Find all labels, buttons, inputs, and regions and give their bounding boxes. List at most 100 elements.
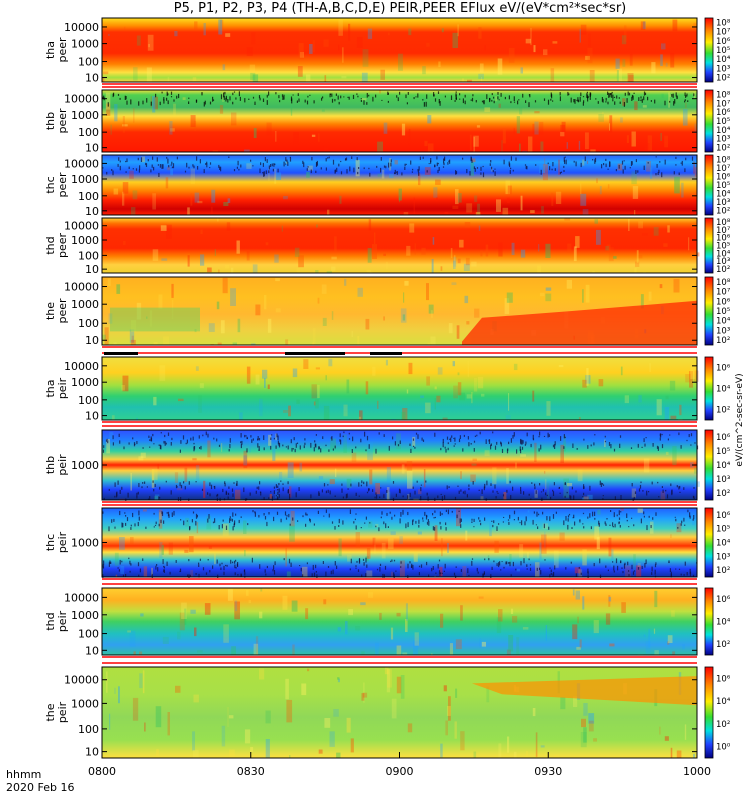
heatmap-texture [114, 552, 119, 566]
heatmap-texture [681, 182, 684, 198]
heatmap-speckle [415, 432, 418, 435]
heatmap-texture [506, 468, 509, 484]
heatmap-texture [287, 462, 294, 478]
heatmap-texture [673, 278, 680, 293]
heatmap-speckle [310, 169, 312, 174]
heatmap-speckle [605, 163, 607, 168]
heatmap-texture [159, 365, 166, 381]
heatmap-texture [413, 498, 419, 500]
heatmap-texture [668, 92, 670, 108]
heatmap-speckle [459, 98, 461, 100]
heatmap-texture [414, 243, 416, 255]
heatmap-texture [441, 538, 443, 557]
heatmap-speckle [579, 96, 581, 102]
heatmap-speckle [543, 523, 545, 529]
colorbar [704, 666, 714, 759]
heatmap-speckle [413, 97, 415, 100]
heatmap-speckle [289, 156, 291, 159]
heatmap-speckle [509, 561, 511, 567]
heatmap-texture [402, 408, 408, 420]
heatmap-texture [160, 225, 167, 231]
heatmap-texture [368, 219, 372, 231]
heatmap-speckle [454, 443, 456, 445]
heatmap-texture [576, 646, 581, 650]
heatmap-speckle [437, 495, 439, 499]
heatmap-speckle [491, 566, 493, 570]
heatmap-speckle [564, 483, 566, 485]
heatmap-speckle [191, 519, 193, 523]
heatmap-speckle [332, 448, 334, 451]
heatmap-speckle [638, 97, 640, 101]
heatmap-texture [516, 116, 520, 134]
heatmap-speckle [375, 448, 377, 454]
heatmap-speckle [225, 525, 228, 530]
heatmap-speckle [655, 173, 657, 176]
heatmap-texture [533, 45, 536, 53]
heatmap-speckle [286, 514, 288, 517]
heatmap-texture [235, 489, 241, 500]
heatmap-speckle [669, 434, 671, 436]
heatmap-texture [141, 156, 145, 163]
heatmap-speckle [582, 523, 584, 525]
heatmap-speckle [315, 162, 318, 167]
heatmap-speckle [491, 93, 493, 96]
heatmap-speckle [195, 520, 197, 526]
heatmap-speckle [223, 498, 226, 501]
heatmap-texture [363, 682, 365, 703]
heatmap-texture [459, 392, 465, 401]
heatmap-speckle [265, 170, 267, 175]
heatmap-speckle [347, 96, 349, 98]
heatmap-speckle [512, 169, 514, 172]
heatmap-texture [194, 192, 200, 203]
heatmap-speckle [494, 171, 496, 176]
heatmap-speckle [489, 163, 491, 166]
heatmap-speckle [439, 521, 441, 525]
heatmap-texture [136, 417, 138, 420]
heatmap-texture [530, 27, 532, 46]
heatmap-speckle [420, 484, 422, 486]
heatmap-speckle [303, 445, 305, 449]
heatmap-speckle [648, 515, 650, 518]
heatmap-speckle [401, 172, 403, 176]
heatmap-speckle [439, 511, 441, 516]
heatmap-texture [218, 19, 223, 35]
colorbar-tick-label: 10⁴ [716, 618, 731, 628]
heatmap-speckle [352, 94, 355, 99]
heatmap-speckle [635, 170, 637, 174]
heatmap-texture [355, 532, 360, 548]
panel-gap [102, 578, 697, 585]
heatmap-speckle [285, 163, 287, 165]
heatmap-speckle [186, 439, 188, 444]
heatmap-texture [296, 399, 300, 404]
heatmap-speckle [494, 168, 496, 170]
heatmap-speckle [255, 490, 257, 494]
heatmap-speckle [239, 96, 241, 101]
heatmap-texture [338, 19, 343, 36]
heatmap-texture [455, 688, 458, 698]
heatmap-texture [333, 709, 339, 717]
heatmap-speckle [400, 561, 402, 564]
heatmap-speckle [325, 571, 327, 577]
heatmap-speckle [587, 445, 589, 449]
heatmap-speckle [570, 495, 572, 501]
heatmap-speckle [119, 440, 121, 444]
heatmap-speckle [185, 442, 187, 445]
heatmap-speckle [631, 96, 633, 101]
heatmap-speckle [417, 93, 419, 98]
heatmap-texture [348, 609, 353, 616]
heatmap-texture [560, 697, 566, 710]
heatmap-texture [460, 731, 465, 751]
heatmap-speckle [305, 512, 307, 516]
heatmap-texture [403, 292, 405, 303]
heatmap-texture [412, 436, 416, 447]
heatmap-texture [375, 642, 379, 655]
heatmap-texture [451, 282, 457, 285]
heatmap-speckle [512, 561, 514, 567]
heatmap-speckle [233, 482, 235, 484]
heatmap-speckle [434, 516, 436, 519]
heatmap-texture [694, 467, 697, 474]
heatmap-speckle [391, 516, 393, 520]
heatmap-speckle [209, 493, 211, 497]
heatmap-speckle [624, 92, 626, 96]
heatmap-speckle [454, 100, 456, 102]
